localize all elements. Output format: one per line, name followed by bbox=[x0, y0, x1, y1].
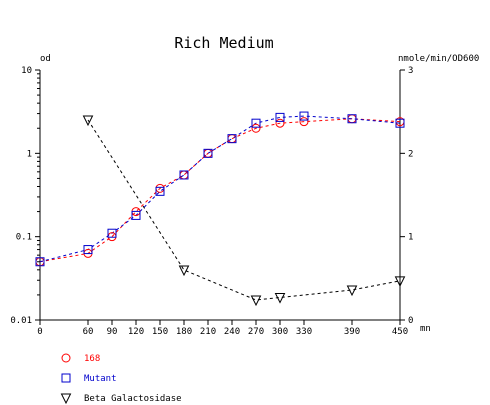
data-point-0 bbox=[179, 170, 189, 180]
data-point-1 bbox=[347, 114, 357, 124]
series-lines bbox=[39, 115, 401, 301]
x-axis-label: mn bbox=[420, 324, 431, 334]
data-point-1 bbox=[35, 257, 45, 267]
legend-marker-1 bbox=[61, 373, 71, 383]
data-point-1 bbox=[299, 111, 309, 121]
x-tick-label: 90 bbox=[107, 327, 118, 337]
data-point-2 bbox=[394, 276, 406, 287]
legend-label-1: Mutant bbox=[84, 374, 117, 384]
data-point-0 bbox=[107, 232, 117, 242]
chart-title: Rich Medium bbox=[174, 34, 273, 52]
legend-marker-0 bbox=[61, 353, 71, 363]
data-point-1 bbox=[83, 245, 93, 255]
data-point-1 bbox=[179, 170, 189, 180]
data-point-0 bbox=[251, 123, 261, 133]
data-point-1 bbox=[131, 210, 141, 220]
data-point-0 bbox=[299, 117, 309, 127]
data-point-2 bbox=[250, 295, 262, 307]
x-tick-label: 240 bbox=[224, 327, 240, 337]
series-line-0 bbox=[39, 118, 401, 263]
x-tick-label: 450 bbox=[392, 327, 408, 337]
series-line-1 bbox=[39, 115, 401, 263]
left-y-tick-label: 0.01 bbox=[10, 316, 32, 326]
x-tick-label: 150 bbox=[152, 327, 168, 337]
right-y-tick-label: 1 bbox=[408, 233, 413, 243]
x-tick-label: 330 bbox=[296, 327, 312, 337]
axis-ticks: 0 60 90 120 150 180 210 240 270 300 330 390 4500.010… bbox=[10, 66, 413, 337]
left-y-tick-label: 1 bbox=[27, 149, 32, 159]
left-y-tick-label: 0.1 bbox=[16, 233, 32, 243]
x-tick-label: 60 bbox=[83, 327, 94, 337]
data-point-2 bbox=[346, 285, 358, 297]
left-axis-label: od bbox=[40, 54, 51, 64]
data-point-2 bbox=[178, 265, 190, 277]
data-point-1 bbox=[107, 228, 117, 238]
left-y-tick-label: 10 bbox=[21, 66, 32, 76]
data-point-2 bbox=[274, 293, 286, 304]
x-tick-label: 120 bbox=[128, 327, 144, 337]
x-tick-label: 180 bbox=[176, 327, 192, 337]
data-point-2 bbox=[82, 115, 94, 127]
legend-label-0: 168 bbox=[84, 354, 100, 364]
series-markers bbox=[35, 111, 406, 307]
right-y-tick-label: 3 bbox=[408, 66, 413, 76]
data-point-1 bbox=[395, 118, 405, 128]
data-point-1 bbox=[251, 118, 261, 128]
right-y-tick-label: 0 bbox=[408, 316, 413, 326]
data-point-1 bbox=[203, 148, 213, 158]
x-tick-label: 210 bbox=[200, 327, 216, 337]
right-y-tick-label: 2 bbox=[408, 149, 413, 159]
data-point-1 bbox=[275, 112, 285, 122]
legend: 168 Mutant Beta Galactosidase bbox=[60, 353, 182, 405]
x-tick-label: 300 bbox=[272, 327, 288, 337]
data-point-1 bbox=[227, 134, 237, 144]
legend-label-2: Beta Galactosidase bbox=[84, 394, 182, 404]
data-point-0 bbox=[275, 118, 285, 128]
series-line-2 bbox=[87, 119, 401, 301]
right-axis-label: nmole/min/OD600 bbox=[398, 54, 479, 64]
x-tick-label: 0 bbox=[37, 327, 42, 337]
data-point-1 bbox=[155, 186, 165, 196]
legend-marker-2 bbox=[60, 393, 72, 405]
x-tick-label: 270 bbox=[248, 327, 264, 337]
x-tick-label: 390 bbox=[344, 327, 360, 337]
